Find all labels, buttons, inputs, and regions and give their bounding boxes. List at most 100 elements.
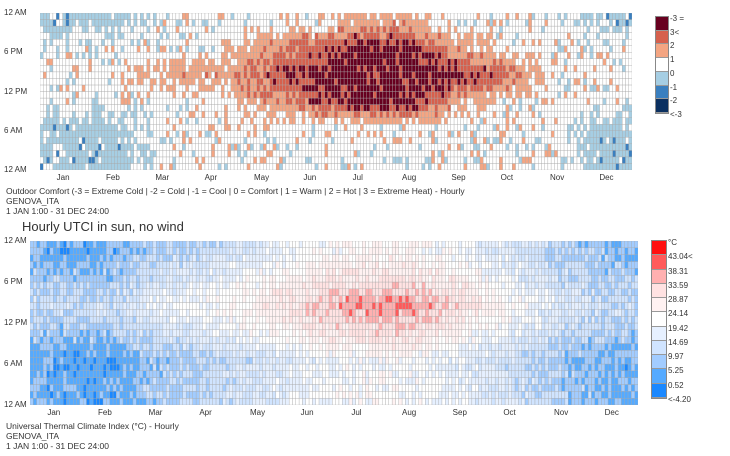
heatmap-cell bbox=[230, 38, 235, 46]
heatmap-cell bbox=[360, 52, 364, 59]
heatmap-cell bbox=[457, 156, 461, 164]
heatmap-cell bbox=[343, 52, 348, 59]
heatmap-cell bbox=[460, 97, 464, 105]
heatmap-cell bbox=[502, 163, 507, 170]
heatmap-cell bbox=[256, 163, 261, 170]
heatmap-cell bbox=[172, 32, 177, 40]
heatmap-cell bbox=[570, 163, 574, 170]
heatmap-cell bbox=[444, 71, 448, 79]
heatmap-cell bbox=[79, 384, 84, 392]
heatmap-cell bbox=[489, 143, 494, 151]
heatmap-cell bbox=[123, 143, 128, 151]
heatmap-cell bbox=[311, 19, 316, 27]
heatmap-cell bbox=[376, 124, 380, 131]
heatmap-cell bbox=[382, 78, 387, 86]
heatmap-cell bbox=[114, 104, 118, 112]
heatmap-cell bbox=[198, 124, 202, 131]
heatmap-cell bbox=[428, 124, 432, 131]
heatmap-cell bbox=[99, 343, 104, 351]
heatmap-cell bbox=[301, 104, 306, 112]
heatmap-cell bbox=[363, 32, 367, 40]
heatmap-cell bbox=[43, 356, 47, 365]
heatmap-cell bbox=[110, 65, 115, 73]
heatmap-cell bbox=[376, 97, 380, 105]
heatmap-cell bbox=[402, 84, 406, 92]
heatmap-cell bbox=[560, 32, 565, 40]
heatmap-cell bbox=[65, 156, 70, 164]
heatmap-cell bbox=[492, 65, 497, 73]
heatmap-cell bbox=[117, 25, 122, 33]
heatmap-cell bbox=[463, 150, 468, 158]
heatmap-cell bbox=[402, 163, 406, 170]
heatmap-cell bbox=[250, 117, 254, 125]
heatmap-cell bbox=[337, 84, 342, 92]
heatmap-cell bbox=[178, 19, 183, 27]
heatmap-cell bbox=[96, 350, 100, 358]
heatmap-cell bbox=[86, 288, 90, 296]
heatmap-cell bbox=[305, 58, 309, 66]
heatmap-cell bbox=[324, 78, 329, 86]
heatmap-cell bbox=[39, 329, 44, 337]
heatmap-cell bbox=[337, 38, 342, 46]
heatmap-cell bbox=[123, 78, 128, 86]
heatmap-cell bbox=[253, 143, 257, 151]
heatmap-cell bbox=[185, 52, 189, 59]
heatmap-cell bbox=[366, 19, 371, 27]
heatmap-cell bbox=[53, 377, 57, 385]
heatmap-cell bbox=[201, 104, 206, 112]
heatmap-cell bbox=[85, 58, 89, 66]
heatmap-cell bbox=[508, 137, 513, 145]
heatmap-cell bbox=[573, 97, 578, 105]
heatmap-cell bbox=[589, 150, 594, 158]
heatmap-cell bbox=[292, 137, 296, 145]
heatmap-cell bbox=[153, 58, 157, 66]
heatmap-cell bbox=[486, 38, 490, 46]
heatmap-cell bbox=[314, 163, 319, 170]
heatmap-cell bbox=[402, 130, 406, 138]
heatmap-cell bbox=[191, 104, 196, 112]
heatmap-cell bbox=[615, 143, 620, 151]
heatmap-cell bbox=[508, 65, 513, 73]
heatmap-cell bbox=[33, 268, 37, 276]
heatmap-cell bbox=[618, 65, 623, 73]
heatmap-cell bbox=[476, 84, 481, 92]
heatmap-cell bbox=[495, 38, 500, 46]
heatmap-cell bbox=[101, 110, 105, 118]
heatmap-cell bbox=[263, 137, 267, 145]
heatmap-cell bbox=[486, 84, 490, 92]
heatmap-cell bbox=[43, 309, 47, 317]
comfort-location: GENOVA_ITA bbox=[6, 196, 60, 206]
heatmap-cell bbox=[495, 65, 500, 73]
heatmap-cell bbox=[162, 45, 167, 53]
heatmap-cell bbox=[538, 124, 542, 131]
heatmap-cell bbox=[550, 104, 555, 112]
heatmap-cell bbox=[36, 261, 41, 269]
heatmap-cell bbox=[486, 130, 490, 138]
heatmap-cell bbox=[162, 13, 167, 20]
heatmap-cell bbox=[450, 45, 455, 53]
heatmap-cell bbox=[415, 143, 419, 151]
heatmap-cell bbox=[505, 104, 510, 112]
heatmap-cell bbox=[140, 163, 144, 170]
heatmap-cell bbox=[59, 78, 63, 86]
heatmap-cell bbox=[295, 25, 299, 33]
heatmap-cell bbox=[334, 91, 338, 99]
heatmap-cell bbox=[618, 130, 623, 138]
heatmap-cell bbox=[66, 377, 71, 385]
heatmap-cell bbox=[554, 97, 558, 105]
heatmap-cell bbox=[369, 156, 374, 164]
heatmap-cell bbox=[40, 124, 44, 131]
heatmap-cell bbox=[169, 25, 173, 33]
heatmap-cell bbox=[185, 19, 189, 27]
heatmap-cell bbox=[395, 97, 400, 105]
heatmap-cell bbox=[43, 19, 47, 27]
heatmap-cell bbox=[156, 163, 160, 170]
heatmap-cell bbox=[447, 25, 452, 33]
heatmap-cell bbox=[369, 71, 374, 79]
heatmap-cell bbox=[314, 150, 319, 158]
heatmap-cell bbox=[340, 97, 345, 105]
heatmap-cell bbox=[376, 156, 380, 164]
heatmap-cell bbox=[102, 384, 107, 392]
heatmap-cell bbox=[531, 45, 536, 53]
heatmap-cell bbox=[382, 163, 387, 170]
